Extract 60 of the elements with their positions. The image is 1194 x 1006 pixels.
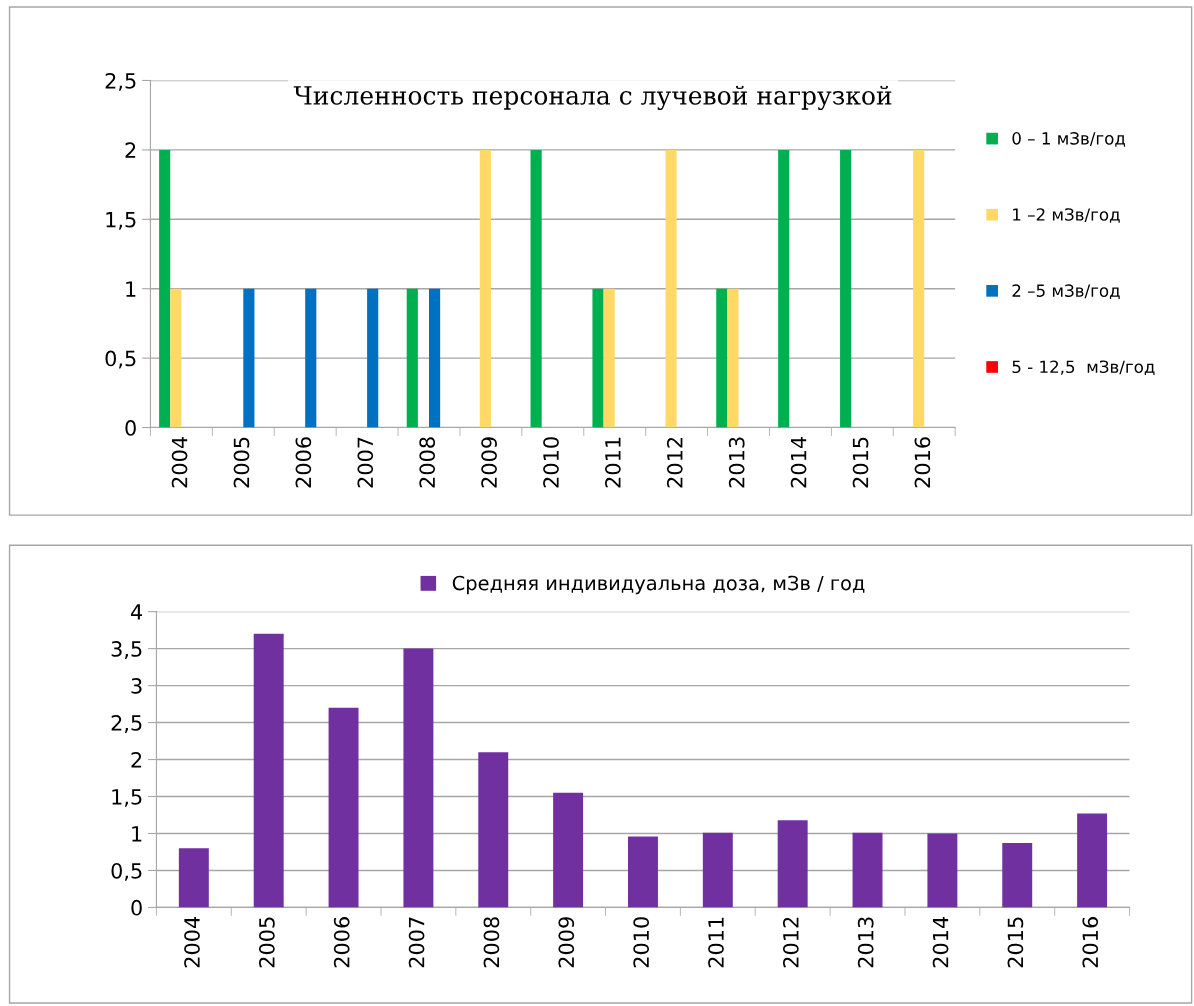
- x-tick-label: 2010: [633, 917, 650, 968]
- legend-label: 0 – 1 мЗв/год: [1012, 132, 1126, 147]
- bar: [927, 833, 958, 908]
- x-tick-label: 2009: [481, 437, 497, 488]
- y-tick-label: 2,5: [105, 72, 136, 91]
- bar: [328, 707, 359, 908]
- y-tick-label: 0: [131, 899, 142, 916]
- x-tick-label: 2006: [295, 437, 312, 488]
- x-tick-label: 2007: [357, 437, 374, 488]
- x-tick-label: 2013: [728, 437, 745, 488]
- bar: [478, 752, 509, 908]
- x-tick-label: 2013: [857, 917, 874, 968]
- x-tick-label: 2015: [1007, 917, 1024, 968]
- x-tick-label: 2008: [419, 437, 436, 488]
- chart-title: Численность персонала с лучевой нагрузкой: [293, 85, 892, 110]
- bar: [178, 848, 209, 908]
- bar: [628, 836, 658, 908]
- x-tick-label: 2005: [233, 437, 250, 488]
- x-tick-label: 2010: [543, 437, 559, 488]
- x-tick-label: 2009: [558, 917, 575, 968]
- x-tick-label: 2004: [184, 916, 200, 968]
- bar: [403, 648, 434, 908]
- legend-label: 1 –2 мЗв/год: [1013, 208, 1120, 223]
- bar: [1077, 813, 1108, 908]
- x-tick-label: 2016: [1082, 917, 1099, 968]
- x-tick-label: 2014: [932, 916, 949, 968]
- y-tick-label: 1: [126, 281, 136, 297]
- x-tick-label: 2016: [914, 437, 931, 488]
- bar: [553, 792, 584, 908]
- y-tick-label: 1,5: [112, 789, 142, 807]
- y-tick-label: 3,5: [111, 641, 142, 659]
- y-tick-label: 0,5: [111, 862, 142, 881]
- x-tick-label: 2011: [708, 917, 724, 968]
- x-tick-label: 2012: [666, 437, 683, 488]
- x-tick-label: 2006: [333, 917, 350, 968]
- y-tick-label: 4: [130, 604, 143, 620]
- x-tick-label: 2005: [258, 917, 275, 968]
- y-tick-label: 1: [132, 826, 142, 842]
- x-tick-label: 2011: [605, 437, 621, 488]
- y-tick-label: 2: [125, 142, 136, 158]
- legend-label: 5 - 12,5 мЗв/год: [1012, 360, 1155, 376]
- bar: [253, 633, 284, 908]
- legend-label: Средняя индивидуальна доза, мЗв / год: [452, 575, 865, 595]
- x-tick-label: 2012: [782, 917, 799, 968]
- x-tick-label: 2008: [483, 917, 500, 968]
- x-tick-label: 2014: [790, 437, 807, 488]
- y-tick-label: 0,5: [105, 350, 136, 369]
- bar: [702, 832, 733, 908]
- y-tick-label: 1,5: [106, 212, 136, 230]
- bar: [777, 820, 808, 908]
- x-tick-label: 2004: [171, 437, 188, 488]
- y-tick-label: 3: [131, 678, 142, 694]
- bar: [852, 832, 883, 908]
- bar: [1002, 843, 1033, 908]
- y-tick-label: 2,5: [111, 715, 142, 733]
- x-tick-label: 2015: [852, 437, 869, 488]
- y-tick-label: 2: [131, 751, 142, 768]
- legend-label: 2 –5 мЗв/год: [1012, 284, 1120, 299]
- y-tick-label: 0: [125, 420, 136, 436]
- x-tick-label: 2007: [408, 917, 425, 968]
